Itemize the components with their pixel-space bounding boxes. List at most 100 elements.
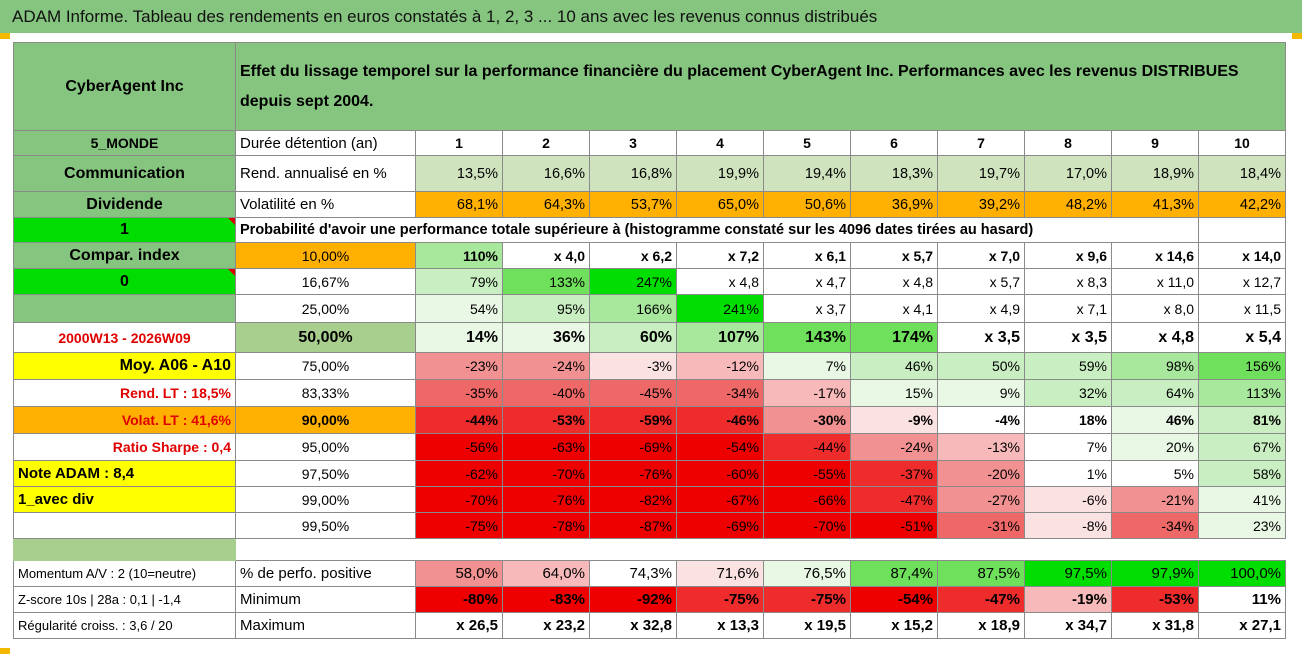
row-header: Compar. index (13, 242, 236, 269)
value-cell: 50,6% (763, 191, 851, 218)
value-cell: 48,2% (1024, 191, 1112, 218)
row-label: 99,50% (235, 512, 416, 539)
value-cell: -54% (676, 433, 764, 461)
value-cell: 8 (1024, 130, 1112, 156)
table-row: 1_avec div 99,00% -70% -76% -82% -67% -66% -47%… (13, 486, 1286, 513)
value-cell: -53% (502, 406, 590, 434)
report-title-bar: ADAM Informe. Tableau des rendements en … (0, 0, 1302, 33)
report-title: ADAM Informe. Tableau des rendements en … (12, 7, 878, 26)
row-header: 2000W13 - 2026W09 (13, 322, 236, 353)
value-cell: x 4,8 (850, 268, 938, 295)
value-cell: -8% (1024, 512, 1112, 539)
value-cell: -62% (415, 460, 503, 487)
row-header: Dividende (13, 191, 236, 218)
corner-marker (1292, 33, 1302, 39)
row-header: 1_avec div (13, 486, 236, 513)
value-cell: 41% (1198, 486, 1286, 513)
value-cell: x 4,8 (1111, 322, 1199, 353)
value-cell: 5 (763, 130, 851, 156)
value-cell: -13% (937, 433, 1025, 461)
value-cell: 247% (589, 268, 677, 295)
value-cell: 11% (1198, 586, 1286, 613)
value-cell: x 13,3 (676, 612, 764, 639)
row-label: % de perfo. positive (235, 560, 416, 587)
value-cell: 156% (1198, 352, 1286, 380)
value-cell: 107% (676, 322, 764, 353)
row-header (13, 512, 236, 539)
value-cell: 46% (1111, 406, 1199, 434)
value-cell: 16,8% (589, 155, 677, 192)
value-cell: x 14,0 (1198, 242, 1286, 269)
value-cell: x 5,7 (850, 242, 938, 269)
value-cell: 46% (850, 352, 938, 380)
value-cell: -6% (1024, 486, 1112, 513)
value-cell: -54% (850, 586, 938, 613)
table-row: Rend. LT : 18,5% 83,33% -35% -40% -45% -34% -1… (13, 379, 1286, 407)
value-cell: 18,3% (850, 155, 938, 192)
row-header: Volat. LT : 41,6% (13, 406, 236, 434)
table-row: Moy. A06 - A10 75,00% -23% -24% -3% -12% 7% 46%… (13, 352, 1286, 380)
value-cell: -9% (850, 406, 938, 434)
value-cell: -34% (676, 379, 764, 407)
value-cell: 42,2% (1198, 191, 1286, 218)
value-cell: x 32,8 (589, 612, 677, 639)
value-cell: 3 (589, 130, 677, 156)
value-cell: 110% (415, 242, 503, 269)
value-cell: 60% (589, 322, 677, 353)
row-label: 83,33% (235, 379, 416, 407)
spacer-cell (236, 539, 1286, 561)
value-cell: x 11,5 (1198, 294, 1286, 323)
value-cell: -67% (676, 486, 764, 513)
value-cell: -83% (502, 586, 590, 613)
table-row: 25,00% 54% 95% 166% 241% x 3,7 x 4,1 x 4,9 x 7,1… (13, 294, 1286, 323)
row-label: 10,00% (235, 242, 416, 269)
value-cell: x 3,7 (763, 294, 851, 323)
value-cell: 64,3% (502, 191, 590, 218)
row-header: 0 (13, 268, 236, 295)
value-cell: 7% (763, 352, 851, 380)
table-row: Ratio Sharpe : 0,4 95,00% -56% -63% -69% -54%… (13, 433, 1286, 461)
table-row: Z-score 10s | 28a : 0,1 | -1,4 Minimum -80… (13, 586, 1286, 613)
row-header: Ratio Sharpe : 0,4 (13, 433, 236, 461)
value-cell: -70% (415, 486, 503, 513)
value-cell: 36,9% (850, 191, 938, 218)
value-cell: 113% (1198, 379, 1286, 407)
value-cell: -44% (415, 406, 503, 434)
value-cell: -69% (676, 512, 764, 539)
value-cell: x 23,2 (502, 612, 590, 639)
value-cell: -40% (502, 379, 590, 407)
value-cell: -35% (415, 379, 503, 407)
row-label: Durée détention (an) (235, 130, 416, 156)
value-cell: -45% (589, 379, 677, 407)
value-cell: 7 (937, 130, 1025, 156)
value-cell: 87,4% (850, 560, 938, 587)
value-cell: -23% (415, 352, 503, 380)
value-cell: -63% (502, 433, 590, 461)
value-cell: -59% (589, 406, 677, 434)
value-cell: x 8,3 (1024, 268, 1112, 295)
performance-table: CyberAgent Inc Effet du lissage temporel … (13, 42, 1286, 639)
value-cell: 7% (1024, 433, 1112, 461)
value-cell: x 27,1 (1198, 612, 1286, 639)
value-cell: x 4,9 (937, 294, 1025, 323)
row-header: Rend. LT : 18,5% (13, 379, 236, 407)
value-cell: x 4,0 (502, 242, 590, 269)
row-header: Communication (13, 155, 236, 192)
row-label: 99,00% (235, 486, 416, 513)
row-header (13, 294, 236, 323)
row-label: 50,00% (235, 322, 416, 353)
row-label: 95,00% (235, 433, 416, 461)
value-cell: 18,9% (1111, 155, 1199, 192)
value-cell: -24% (850, 433, 938, 461)
row-label: Minimum (235, 586, 416, 613)
value-cell: 10 (1198, 130, 1286, 156)
row-header: Z-score 10s | 28a : 0,1 | -1,4 (13, 586, 236, 613)
value-cell: 18,4% (1198, 155, 1286, 192)
row-header: Note ADAM : 8,4 (13, 460, 236, 487)
value-cell: 58,0% (415, 560, 503, 587)
value-cell: -75% (763, 586, 851, 613)
value-cell: 17,0% (1024, 155, 1112, 192)
value-cell: -60% (676, 460, 764, 487)
value-cell: -24% (502, 352, 590, 380)
value-cell: x 4,1 (850, 294, 938, 323)
